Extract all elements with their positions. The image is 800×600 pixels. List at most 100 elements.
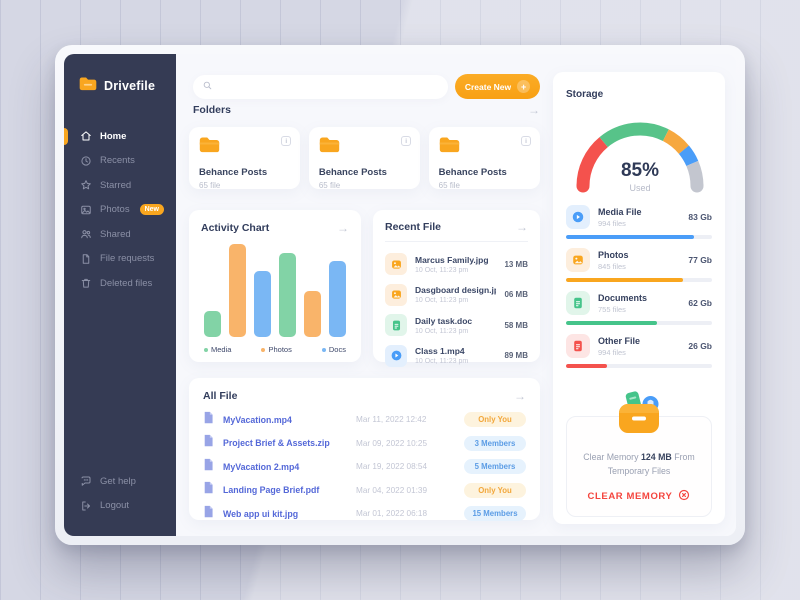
recent-file-size: 13 MB	[504, 259, 528, 269]
folder-icon	[439, 137, 460, 157]
folders-section-header: Folders →	[193, 104, 540, 116]
star-icon	[80, 179, 92, 191]
search-icon	[202, 78, 213, 96]
sidebar-item-get-help[interactable]: Get help	[64, 469, 176, 494]
info-icon[interactable]: i	[520, 136, 531, 146]
play-file-icon	[385, 344, 407, 367]
storage-progress-track	[566, 235, 712, 239]
recent-file-size: 06 MB	[504, 290, 528, 300]
storage-item-media-file: Media File 994 files 83 Gb	[566, 205, 712, 239]
folders-title: Folders	[193, 104, 231, 116]
sidebar-item-label: Logout	[100, 500, 130, 512]
storage-item-top: Photos 845 files 77 Gb	[566, 248, 712, 272]
plus-icon: +	[517, 80, 531, 93]
folder-card[interactable]: i Behance Posts 65 file	[428, 127, 540, 190]
sidebar-item-label: Starred	[100, 179, 132, 191]
recent-file-date: 10 Oct, 11:23 pm	[415, 327, 469, 335]
file-icon	[80, 253, 92, 265]
sidebar-item-starred[interactable]: Starred	[64, 173, 176, 198]
app-title: Drivefile	[104, 79, 156, 93]
clear-memory-button[interactable]: CLEAR MEMORY	[588, 489, 691, 504]
folder-cards-row: i Behance Posts 65 file i Behance Posts 65 fi…	[189, 127, 540, 190]
recent-file-row[interactable]: Daily task.doc 10 Oct, 11:23 pm 58 MB	[385, 310, 528, 341]
storage-item-files: 994 files	[598, 218, 626, 228]
recent-file-name: Class 1.mp4	[415, 346, 465, 357]
chat-icon	[80, 475, 92, 487]
legend-label: Photos	[268, 345, 292, 354]
storage-item-top: Other File 994 files 26 Gb	[566, 334, 712, 358]
activity-chart-card: Activity Chart → Media Photos Docs	[189, 210, 361, 362]
recent-file-title: Recent File	[385, 221, 442, 233]
create-new-label: Create New	[464, 81, 512, 92]
all-file-row[interactable]: Landing Page Brief.pdf Mar 04, 2022 01:39…	[203, 479, 526, 503]
clear-memory-folder-icon	[612, 390, 666, 445]
recent-file-info: Marcus Family.jpg 10 Oct, 11:23 pm	[415, 255, 496, 274]
folder-card[interactable]: i Behance Posts 65 file	[189, 127, 301, 190]
clear-memory-button-label: CLEAR MEMORY	[587, 491, 673, 503]
sidebar-item-label: Photos	[100, 204, 130, 216]
photo-file-icon	[566, 248, 590, 272]
all-file-arrow-right-icon[interactable]: →	[514, 389, 526, 403]
create-new-button[interactable]: Create New +	[455, 74, 540, 99]
all-file-date: Mar 01, 2022 06:18	[356, 509, 428, 519]
document-icon	[203, 434, 223, 452]
storage-item-info: Other File 994 files	[598, 336, 680, 357]
storage-item-files: 845 files	[598, 261, 626, 271]
all-file-row[interactable]: Project Brief & Assets.zip Mar 09, 2022 1…	[203, 432, 526, 456]
legend-dot-icon	[321, 347, 326, 352]
storage-item-photos: Photos 845 files 77 Gb	[566, 248, 712, 282]
recent-file-row[interactable]: Dasgboard design.jpg 10 Oct, 11:23 pm 06 M…	[385, 280, 528, 311]
activity-arrow-right-icon[interactable]: →	[337, 221, 349, 235]
sidebar-item-logout[interactable]: Logout	[64, 494, 176, 519]
app-logo: Drivefile	[64, 54, 176, 96]
activity-bar-media-3	[279, 252, 296, 337]
folders-arrow-right-icon[interactable]: →	[528, 103, 540, 117]
sidebar-item-deleted-files[interactable]: Deleted files	[64, 271, 176, 296]
storage-item-name: Other File	[598, 335, 641, 346]
storage-title: Storage	[566, 89, 604, 100]
sidebar-item-file-requests[interactable]: File requests	[64, 247, 176, 272]
all-file-row[interactable]: MyVacation.mp4 Mar 11, 2022 12:42 Only You	[203, 408, 526, 432]
storage-item-size: 83 Gb	[688, 212, 712, 222]
storage-item-name: Documents	[598, 292, 648, 303]
storage-card: Storage 85% Used Media File 994 files 83 G…	[553, 72, 725, 524]
recent-arrow-right-icon[interactable]: →	[516, 220, 528, 234]
app-window: Drivefile Home Recents Starred Photos New Sha…	[55, 45, 745, 545]
sidebar-item-shared[interactable]: Shared	[64, 222, 176, 247]
recent-file-info: Dasgboard design.jpg 10 Oct, 11:23 pm	[415, 285, 496, 304]
all-file-header: All File →	[203, 390, 526, 402]
storage-progress-track	[566, 321, 712, 325]
storage-progress-fill	[566, 278, 683, 282]
gauge-segment-green	[599, 122, 669, 148]
activity-bar-media-0	[204, 311, 221, 337]
legend-item-docs: Docs	[321, 345, 346, 354]
folder-card[interactable]: i Behance Posts 65 file	[308, 127, 421, 190]
sidebar-item-photos[interactable]: Photos New	[64, 198, 176, 223]
recent-file-row[interactable]: Class 1.mp4 10 Oct, 11:23 pm 89 MB	[385, 341, 528, 372]
document-icon	[203, 481, 223, 499]
search-bar[interactable]	[193, 75, 448, 99]
recent-file-size: 89 MB	[504, 351, 528, 361]
activity-chart-header: Activity Chart →	[201, 222, 349, 234]
sidebar-item-label: File requests	[100, 253, 155, 265]
storage-item-info: Documents 755 files	[598, 293, 680, 314]
document-icon	[203, 505, 223, 523]
search-input[interactable]	[219, 82, 439, 92]
drivefile-app: Drivefile Home Recents Starred Photos New Sha…	[64, 54, 736, 536]
recent-file-name: Dasgboard design.jpg	[415, 285, 497, 296]
all-file-date: Mar 11, 2022 12:42	[356, 415, 427, 425]
sidebar-item-home[interactable]: Home	[64, 124, 176, 149]
activity-bar-photos-4	[304, 290, 321, 337]
storage-used-label: Used	[629, 183, 651, 193]
storage-item-documents: Documents 755 files 62 Gb	[566, 291, 712, 325]
activity-bar-photos-1	[229, 243, 246, 337]
sidebar-item-recents[interactable]: Recents	[64, 149, 176, 174]
recent-file-row[interactable]: Marcus Family.jpg 10 Oct, 11:23 pm 13 MB	[385, 249, 528, 280]
info-icon[interactable]: i	[401, 136, 412, 146]
storage-item-size: 62 Gb	[688, 298, 712, 308]
share-badge: 3 Members	[464, 435, 526, 451]
logout-icon	[80, 500, 92, 512]
info-icon[interactable]: i	[281, 136, 292, 146]
all-file-row[interactable]: MyVacation 2.mp4 Mar 19, 2022 08:54 5 Memb…	[203, 455, 526, 479]
all-file-row[interactable]: Web app ui kit.jpg Mar 01, 2022 06:18 15 M…	[203, 502, 526, 526]
